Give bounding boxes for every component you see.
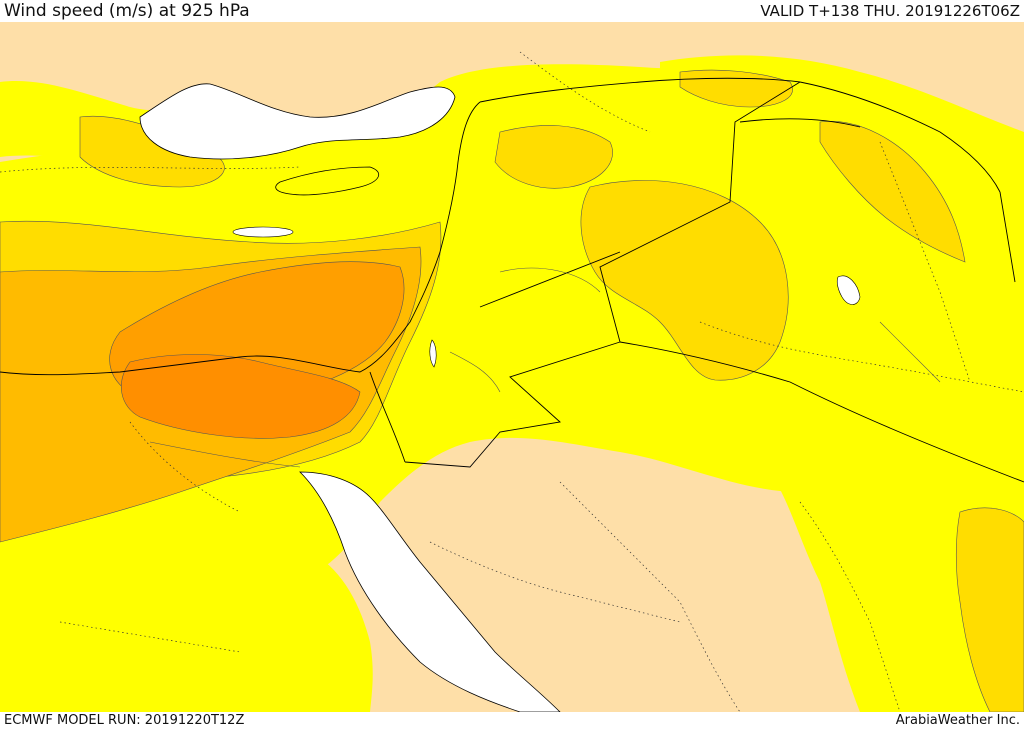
coastlines: [0, 77, 1016, 376]
mediterranean-sea: [139, 83, 456, 160]
footer-bar: ECMWF MODEL RUN: 20191220T12Z ArabiaWeat…: [0, 712, 1024, 729]
lake-north: [232, 226, 294, 238]
dead-sea: [429, 339, 437, 368]
model-run-label: ECMWF MODEL RUN: 20191220T12Z: [4, 713, 245, 728]
header-bar: Wind speed (m/s) at 925 hPa VALID T+138 …: [0, 0, 1024, 22]
wind-isolines: [149, 267, 941, 468]
cyprus-island: [275, 166, 380, 196]
wind-zone-gold-east-saudi: [955, 507, 1024, 712]
country-borders: [369, 81, 1024, 483]
persian-gulf: [836, 275, 861, 305]
red-sea: [299, 471, 561, 712]
map-area[interactable]: [0, 22, 1024, 712]
wind-speed-map: [0, 22, 1024, 712]
wind-zone-gold-north: [494, 125, 613, 189]
wind-zone-yellow-southwest: [0, 548, 373, 712]
wind-zone-gold-syria: [580, 180, 789, 381]
map-title: Wind speed (m/s) at 925 hPa: [4, 1, 250, 21]
valid-time: VALID T+138 THU. 20191226T06Z: [760, 2, 1020, 20]
wind-zone-gold-iraq: [819, 121, 966, 263]
province-boundaries: [0, 51, 1024, 712]
credit-label: ArabiaWeather Inc.: [895, 713, 1020, 728]
